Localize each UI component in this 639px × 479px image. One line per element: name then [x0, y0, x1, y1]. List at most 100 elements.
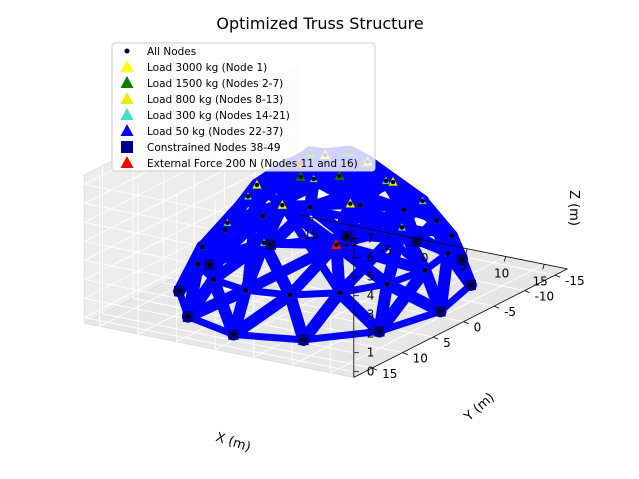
legend-item: Load 800 kg (Nodes 8-13): [120, 92, 283, 106]
node-dot: [211, 277, 216, 282]
x-tick-label: 5: [459, 259, 467, 273]
node-dot: [337, 173, 342, 179]
node-dot: [199, 244, 205, 250]
node-dot: [390, 179, 396, 185]
node-dot: [337, 290, 342, 295]
diagonal-member: [264, 201, 317, 251]
legend-label: External Force 200 N (Nodes 11 and 16): [147, 158, 358, 170]
y-tick-mark: [371, 367, 378, 371]
y-tick-label: 0: [474, 321, 482, 335]
node-dot: [377, 329, 382, 334]
legend-item: Constrained Nodes 38-49: [121, 141, 281, 154]
legend-item: Load 3000 kg (Node 1): [120, 60, 267, 74]
truss-nodes: [174, 146, 476, 346]
y-axis-line: [353, 268, 568, 378]
z-tick-label: 6: [367, 251, 375, 265]
y-grid-line: [102, 165, 373, 369]
legend-triangle-marker: [120, 92, 134, 104]
node-dot: [434, 218, 439, 223]
x-tick-mark: [503, 256, 507, 262]
node-dot: [402, 207, 407, 212]
brace-member: [346, 199, 430, 275]
legend-label: Load 300 kg (Nodes 14-21): [147, 110, 290, 122]
legend-label: Load 50 kg (Nodes 22-37): [147, 126, 283, 138]
y-tick-mark: [432, 336, 439, 340]
y-grid-line: [163, 134, 434, 338]
x-tick-label: -10: [338, 236, 358, 250]
node-dot: [245, 194, 251, 199]
chart-title: Optimized Truss Structure: [216, 14, 423, 33]
legend-item: All Nodes: [124, 46, 196, 58]
legend-dot-marker: [124, 48, 130, 54]
diagonal-member: [284, 288, 310, 346]
z-tick-label: 3: [367, 308, 375, 322]
node-dot: [420, 198, 425, 204]
legend-label: Load 800 kg (Nodes 8-13): [147, 94, 283, 106]
z-tick-label: 4: [367, 289, 375, 303]
node-dot: [254, 182, 260, 188]
node-dot: [357, 202, 363, 208]
legend-triangle-marker: [120, 76, 134, 88]
x-tick-mark: [349, 225, 353, 231]
diagonal-member: [258, 237, 297, 301]
brace-member: [194, 159, 304, 269]
node-dot: [414, 239, 419, 244]
node-dot: [468, 282, 473, 288]
brace-member: [306, 178, 398, 212]
node-dot: [344, 233, 349, 239]
ring-member: [230, 331, 308, 344]
node-dot: [177, 288, 182, 294]
node-dot: [298, 174, 303, 180]
z-tick-label: 0: [367, 365, 375, 379]
z-grid-line: [82, 151, 354, 316]
node-dot: [459, 257, 465, 262]
y-tick-mark: [524, 290, 530, 293]
ring-member: [286, 289, 344, 299]
legend-square-marker: [121, 141, 133, 153]
ring-member: [375, 307, 444, 335]
x-tick-mark: [426, 240, 430, 247]
node-dot: [185, 314, 191, 319]
y-tick-label: -15: [565, 274, 585, 288]
x-tick-label: 10: [494, 267, 509, 281]
node-dot: [268, 242, 273, 247]
node-dot: [308, 205, 313, 210]
node-dot: [287, 292, 293, 298]
legend-box: [111, 42, 376, 172]
node-dot: [195, 262, 201, 267]
diagonal-member: [297, 286, 346, 346]
x-tick-label: -5: [380, 243, 392, 257]
z-tick-label: 1: [367, 346, 375, 360]
node-dot: [301, 337, 306, 343]
z-tick-label: 5: [367, 270, 375, 284]
node-dot: [260, 213, 266, 219]
diagonal-member: [240, 239, 342, 296]
y-tick-mark: [402, 352, 408, 355]
brace-member: [278, 201, 344, 297]
node-dot: [207, 262, 212, 267]
x-tick-mark: [465, 248, 468, 254]
node-dot: [438, 309, 443, 314]
diagonal-member: [333, 286, 386, 338]
node-dot: [225, 220, 230, 226]
y-tick-label: -10: [535, 290, 555, 304]
z-axis-label: Z (m): [566, 190, 581, 226]
y-tick-label: -5: [504, 305, 516, 319]
x-tick-label: -15: [299, 228, 319, 242]
legend-label: All Nodes: [147, 46, 196, 58]
legend-item: External Force 200 N (Nodes 11 and 16): [120, 156, 358, 170]
legend-item: Load 300 kg (Nodes 14-21): [120, 108, 290, 122]
legend-triangle-marker: [120, 156, 134, 168]
ring-member: [300, 327, 383, 344]
y-tick-mark: [493, 305, 500, 309]
node-dot: [231, 332, 236, 337]
node-dot: [422, 267, 428, 273]
x-tick-mark: [542, 264, 545, 270]
y-axis-label: Y (m): [461, 390, 498, 425]
legend-label: Load 3000 kg (Node 1): [147, 62, 267, 74]
diagonal-member: [434, 247, 454, 318]
y-tick-mark: [463, 321, 469, 324]
y-tick-label: 15: [382, 367, 397, 381]
